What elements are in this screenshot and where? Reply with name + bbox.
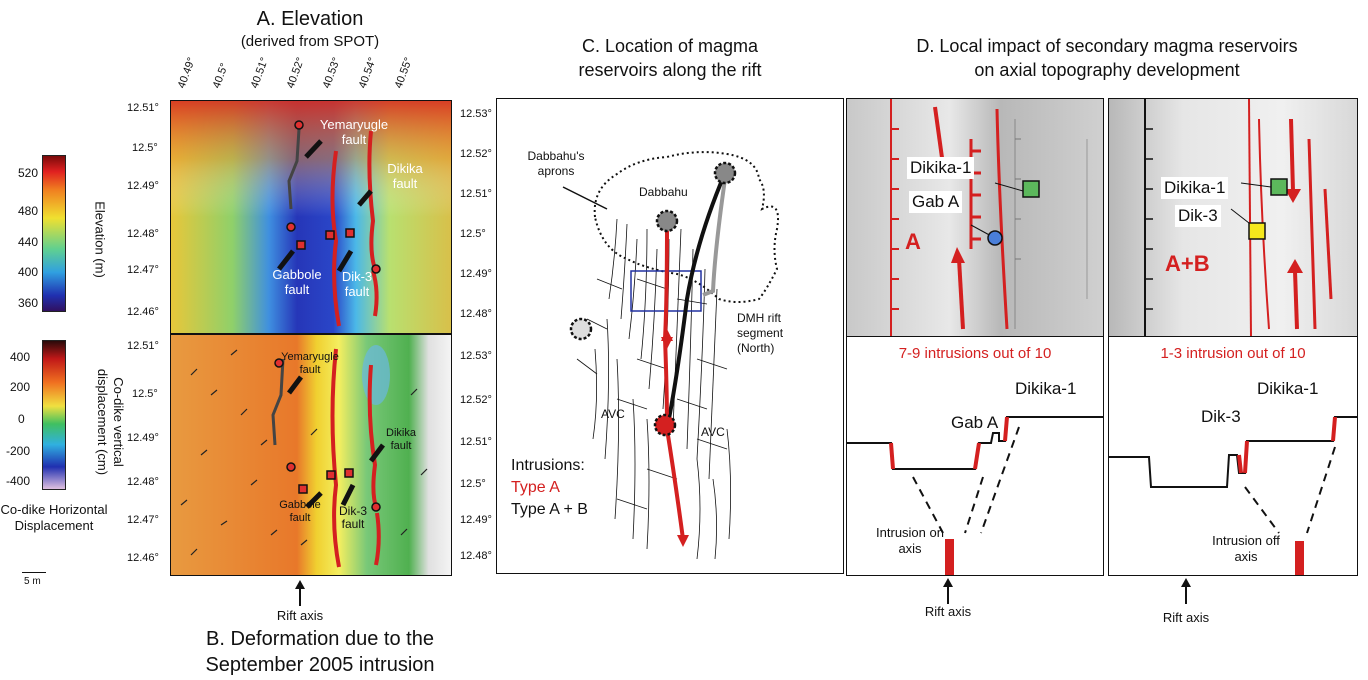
lat-tick: 12.52° [460, 148, 492, 160]
panel-a-subtitle: (derived from SPOT) [240, 33, 380, 50]
lon-tick: 40.5° [210, 61, 231, 90]
elev-tick: 480 [18, 204, 39, 218]
intrusion-on-axis: Intrusion on axis [876, 525, 944, 556]
lat-tick: 12.48° [460, 550, 492, 562]
rift-axis-label-b: Rift axis [276, 608, 324, 623]
mode-a-label: A [905, 229, 921, 254]
panel-c-title-2: reservoirs along the rift [578, 60, 762, 80]
horizontal-displacement-label: Co-dike Horizontal Displacement [0, 502, 108, 533]
rift-axis-label-d-right: Rift axis [1162, 610, 1210, 625]
lat-tick: 12.46° [127, 306, 159, 318]
elevation-map: Yemaryugle fault Dikika fault Gabbole fa… [170, 100, 452, 334]
disp-tick: 200 [10, 380, 31, 394]
dikika-tag-a: Dikika-1 [907, 157, 975, 179]
lat-tick: 12.5° [132, 388, 158, 400]
lat-tick: 12.53° [460, 108, 492, 120]
profile-dikika-a: Dikika-1 [1015, 379, 1077, 398]
lat-tick: 12.49° [460, 268, 492, 280]
scale-label: 5 m [24, 576, 41, 587]
lat-tick: 12.53° [460, 350, 492, 362]
panel-c-title-1: C. Location of magma [581, 36, 759, 56]
lat-tick: 12.5° [132, 142, 158, 154]
deformation-map: Yemaryugle fault Dikika fault Gabbole fa… [170, 334, 452, 576]
disp-tick: 0 [18, 412, 25, 426]
lat-tick: 12.49° [127, 432, 159, 444]
count-ab: 1-3 intrusion out of 10 [1160, 345, 1306, 362]
displacement-colorbar [42, 340, 66, 490]
lat-tick: 12.51° [460, 436, 492, 448]
model-ab-view: Dikika-1 Dik-3 A+B [1108, 98, 1358, 338]
rift-map: Dabbahu's aprons Dabbahu DMH rift segmen… [496, 98, 844, 574]
elevation-colorbar [42, 155, 66, 312]
profile-gab-a: Gab A [951, 413, 999, 432]
dmh-label: DMH rift segment (North) [737, 311, 784, 355]
lat-tick: 12.51° [460, 188, 492, 200]
profile-ab: 1-3 intrusion out of 10 Dikika-1 Dik-3 I… [1108, 336, 1358, 576]
panel-d-title-2: on axial topography development [974, 60, 1240, 80]
lon-tick: 40.49° [175, 55, 198, 90]
elev-tick: 440 [18, 235, 39, 249]
lat-tick: 12.51° [127, 102, 159, 114]
panel-d-title-1: D. Local impact of secondary magma reser… [916, 36, 1298, 56]
panel-b-title-1: B. Deformation due to the [206, 628, 434, 650]
lat-tick: 12.47° [127, 514, 159, 526]
lat-tick: 12.48° [127, 228, 159, 240]
count-a: 7-9 intrusions out of 10 [898, 345, 1052, 362]
aprons-label: Dabbahu's aprons [527, 149, 585, 178]
disp-tick: -400 [6, 474, 31, 488]
dik3-label-a: Dik-3 fault [341, 269, 373, 299]
intrusion-off-axis: Intrusion off axis [1212, 533, 1280, 564]
dikika-label-b: Dikika fault [386, 427, 416, 452]
elev-tick: 520 [18, 166, 39, 180]
scale-bar [22, 572, 46, 573]
panel-a-title: A. Elevation [256, 8, 364, 30]
profile-dikika-ab: Dikika-1 [1257, 379, 1319, 398]
intrusions-label: Intrusions: [511, 457, 585, 474]
profile-dik3-ab: Dik-3 [1201, 407, 1241, 426]
elevation-legend-title: Elevation (m) [92, 201, 108, 278]
lat-tick: 12.5° [460, 478, 486, 490]
disp-tick: -200 [6, 444, 31, 458]
lat-tick: 12.48° [127, 476, 159, 488]
rift-axis-arrow-d-left [943, 578, 953, 604]
lat-tick: 12.49° [460, 514, 492, 526]
gab-tag-a: Gab A [909, 191, 963, 213]
type-a-label: Type A [511, 479, 560, 496]
gabbole-label-b: Gabbole fault [279, 499, 321, 524]
dabbahu-label: Dabbahu [639, 185, 688, 199]
disp-tick: 400 [10, 350, 31, 364]
mode-ab-label: A+B [1165, 251, 1210, 276]
yemaryugle-label-a: Yemaryugle fault [319, 117, 389, 147]
rift-axis-label-d-left: Rift axis [924, 604, 972, 619]
yemaryugle-label-b: Yemaryugle fault [281, 351, 339, 376]
lon-tick: 40.52° [284, 55, 307, 90]
profile-a: 7-9 intrusions out of 10 Dikika-1 Gab A … [846, 336, 1104, 576]
lat-tick: 12.52° [460, 394, 492, 406]
dik3-label-b: Dik-3 fault [338, 504, 367, 531]
lon-tick: 40.55° [392, 55, 415, 90]
dikika-label-a: Dikika fault [387, 161, 423, 191]
lon-tick: 40.53° [320, 55, 343, 90]
model-a-view: Dikika-1 Gab A A [846, 98, 1104, 338]
lat-tick: 12.47° [127, 264, 159, 276]
dikika-tag-b: Dikika-1 [1161, 177, 1229, 199]
lon-tick: 40.51° [248, 55, 271, 90]
rift-axis-arrow-d-right [1181, 578, 1191, 604]
displacement-legend-title: Co-dike vertical displacement (cm) [95, 368, 126, 476]
lat-tick: 12.51° [127, 340, 159, 352]
elev-tick: 400 [18, 265, 39, 279]
lat-tick: 12.46° [127, 552, 159, 564]
gabbole-label-a: Gabbole fault [272, 267, 322, 297]
lat-tick: 12.48° [460, 308, 492, 320]
avc-label-1: AVC [601, 407, 625, 421]
lon-tick: 40.54° [356, 55, 379, 90]
rift-axis-arrow [295, 580, 305, 606]
elev-tick: 360 [18, 296, 39, 310]
dik3-tag-b: Dik-3 [1175, 205, 1221, 227]
avc-label-2: AVC [701, 425, 725, 439]
lat-tick: 12.49° [127, 180, 159, 192]
panel-b-title-2: September 2005 intrusion [205, 654, 435, 676]
lat-tick: 12.5° [460, 228, 486, 240]
type-ab-label: Type A + B [511, 501, 588, 518]
